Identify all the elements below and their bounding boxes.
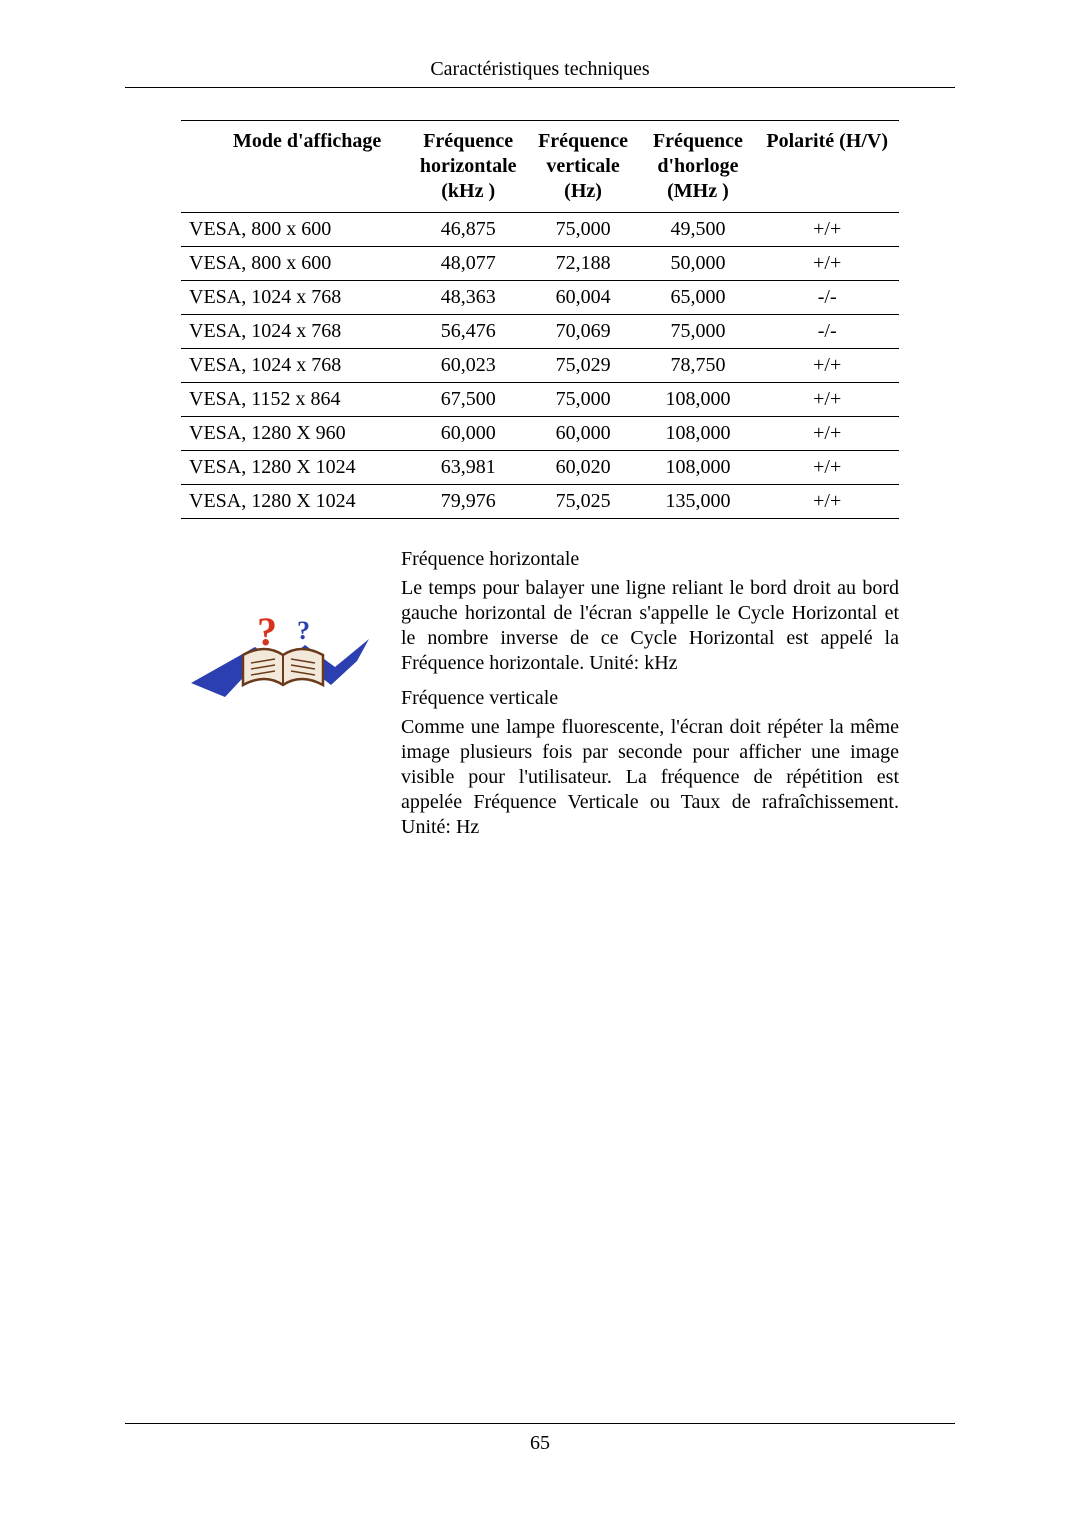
table-row: VESA, 1280 X 102463,98160,020108,000+/+ xyxy=(181,451,899,485)
cell-mode: VESA, 1152 x 864 xyxy=(181,383,411,417)
cell-mode: VESA, 1280 X 960 xyxy=(181,417,411,451)
cell-clock: 65,000 xyxy=(641,281,756,315)
cell-clock: 75,000 xyxy=(641,315,756,349)
vfreq-body: Comme une lampe fluorescente, l'écran do… xyxy=(401,715,899,840)
question-mark-icon: ? xyxy=(257,609,277,654)
cell-polarity: +/+ xyxy=(755,451,899,485)
cell-hfreq: 63,981 xyxy=(411,451,526,485)
help-book-icon: ? ? xyxy=(181,547,379,715)
table-row: VESA, 800 x 60048,07772,18850,000+/+ xyxy=(181,247,899,281)
vfreq-title: Fréquence verticale xyxy=(401,686,899,711)
table-row: VESA, 1280 X 102479,97675,025135,000+/+ xyxy=(181,485,899,519)
cell-mode: VESA, 1024 x 768 xyxy=(181,281,411,315)
hfreq-title: Fréquence horizontale xyxy=(401,547,899,572)
cell-hfreq: 48,363 xyxy=(411,281,526,315)
cell-vfreq: 75,000 xyxy=(526,213,641,247)
cell-mode: VESA, 1024 x 768 xyxy=(181,349,411,383)
cell-vfreq: 70,069 xyxy=(526,315,641,349)
cell-mode: VESA, 1280 X 1024 xyxy=(181,485,411,519)
cell-hfreq: 67,500 xyxy=(411,383,526,417)
cell-clock: 78,750 xyxy=(641,349,756,383)
cell-vfreq: 60,004 xyxy=(526,281,641,315)
cell-mode: VESA, 800 x 600 xyxy=(181,213,411,247)
cell-polarity: +/+ xyxy=(755,247,899,281)
cell-polarity: +/+ xyxy=(755,383,899,417)
cell-vfreq: 75,025 xyxy=(526,485,641,519)
cell-clock: 50,000 xyxy=(641,247,756,281)
table-row: VESA, 800 x 60046,87575,00049,500+/+ xyxy=(181,213,899,247)
page-header: Caractéristiques techniques xyxy=(125,58,955,88)
timing-table: Mode d'affichage Fréquence horizontale (… xyxy=(181,120,899,519)
cell-polarity: +/+ xyxy=(755,213,899,247)
cell-hfreq: 79,976 xyxy=(411,485,526,519)
table-row: VESA, 1280 X 96060,00060,000108,000+/+ xyxy=(181,417,899,451)
cell-vfreq: 60,000 xyxy=(526,417,641,451)
table-row: VESA, 1024 x 76848,36360,00465,000-/- xyxy=(181,281,899,315)
col-polarity: Polarité (H/V) xyxy=(755,121,899,213)
cell-vfreq: 72,188 xyxy=(526,247,641,281)
cell-mode: VESA, 1024 x 768 xyxy=(181,315,411,349)
cell-hfreq: 60,000 xyxy=(411,417,526,451)
col-clock: Fréquence d'horloge (MHz ) xyxy=(641,121,756,213)
info-text: Fréquence horizontale Le temps pour bala… xyxy=(401,547,899,850)
table-row: VESA, 1024 x 76856,47670,06975,000-/- xyxy=(181,315,899,349)
table-row: VESA, 1152 x 86467,50075,000108,000+/+ xyxy=(181,383,899,417)
cell-polarity: +/+ xyxy=(755,349,899,383)
page-number: 65 xyxy=(530,1432,550,1454)
cell-clock: 108,000 xyxy=(641,417,756,451)
cell-vfreq: 75,000 xyxy=(526,383,641,417)
col-mode: Mode d'affichage xyxy=(181,121,411,213)
cell-hfreq: 48,077 xyxy=(411,247,526,281)
cell-polarity: -/- xyxy=(755,315,899,349)
col-vfreq: Fréquence verticale (Hz) xyxy=(526,121,641,213)
cell-clock: 135,000 xyxy=(641,485,756,519)
col-hfreq: Fréquence horizontale (kHz ) xyxy=(411,121,526,213)
page-footer: 65 xyxy=(125,1423,955,1455)
cell-vfreq: 60,020 xyxy=(526,451,641,485)
table-row: VESA, 1024 x 76860,02375,02978,750+/+ xyxy=(181,349,899,383)
cell-polarity: -/- xyxy=(755,281,899,315)
cell-hfreq: 56,476 xyxy=(411,315,526,349)
cell-clock: 49,500 xyxy=(641,213,756,247)
book-shape xyxy=(243,649,323,685)
timing-table-wrap: Mode d'affichage Fréquence horizontale (… xyxy=(181,120,899,519)
cell-polarity: +/+ xyxy=(755,417,899,451)
cell-clock: 108,000 xyxy=(641,383,756,417)
hfreq-body: Le temps pour balayer une ligne reliant … xyxy=(401,576,899,676)
cell-polarity: +/+ xyxy=(755,485,899,519)
question-mark-small-icon: ? xyxy=(297,616,310,645)
cell-hfreq: 60,023 xyxy=(411,349,526,383)
cell-mode: VESA, 800 x 600 xyxy=(181,247,411,281)
cell-clock: 108,000 xyxy=(641,451,756,485)
cell-vfreq: 75,029 xyxy=(526,349,641,383)
table-header-row: Mode d'affichage Fréquence horizontale (… xyxy=(181,121,899,213)
cell-mode: VESA, 1280 X 1024 xyxy=(181,451,411,485)
cell-hfreq: 46,875 xyxy=(411,213,526,247)
info-block: ? ? Fréquence horizontale Le temps pour … xyxy=(125,547,955,850)
